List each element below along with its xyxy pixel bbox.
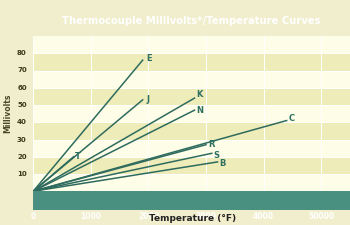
Bar	[33, 88, 350, 105]
Text: 30: 30	[17, 137, 27, 142]
Text: Temperature (°F): Temperature (°F)	[149, 214, 236, 223]
Bar	[33, 157, 350, 174]
Bar	[33, 53, 350, 70]
Bar	[33, 105, 350, 122]
Text: 60: 60	[17, 85, 27, 91]
Text: Thermocouple Millivolts*/Temperature Curves: Thermocouple Millivolts*/Temperature Cur…	[62, 16, 321, 26]
Text: Millivolts: Millivolts	[4, 94, 12, 133]
Text: R: R	[208, 140, 214, 149]
Text: 40: 40	[17, 119, 27, 125]
Text: N: N	[196, 106, 203, 115]
Text: 70: 70	[17, 68, 27, 74]
Text: C: C	[288, 114, 294, 123]
Bar	[33, 122, 350, 140]
Text: 50: 50	[17, 102, 27, 108]
Bar	[33, 174, 350, 191]
Bar	[33, 70, 350, 88]
Bar	[33, 140, 350, 157]
Text: K: K	[196, 90, 203, 99]
Text: 80: 80	[17, 50, 27, 56]
Text: E: E	[146, 54, 152, 63]
Text: T: T	[75, 152, 80, 161]
Text: B: B	[219, 159, 226, 168]
Text: S: S	[214, 151, 219, 160]
Text: 20: 20	[17, 154, 27, 160]
Text: 10: 10	[17, 171, 27, 177]
Text: J: J	[146, 95, 149, 104]
